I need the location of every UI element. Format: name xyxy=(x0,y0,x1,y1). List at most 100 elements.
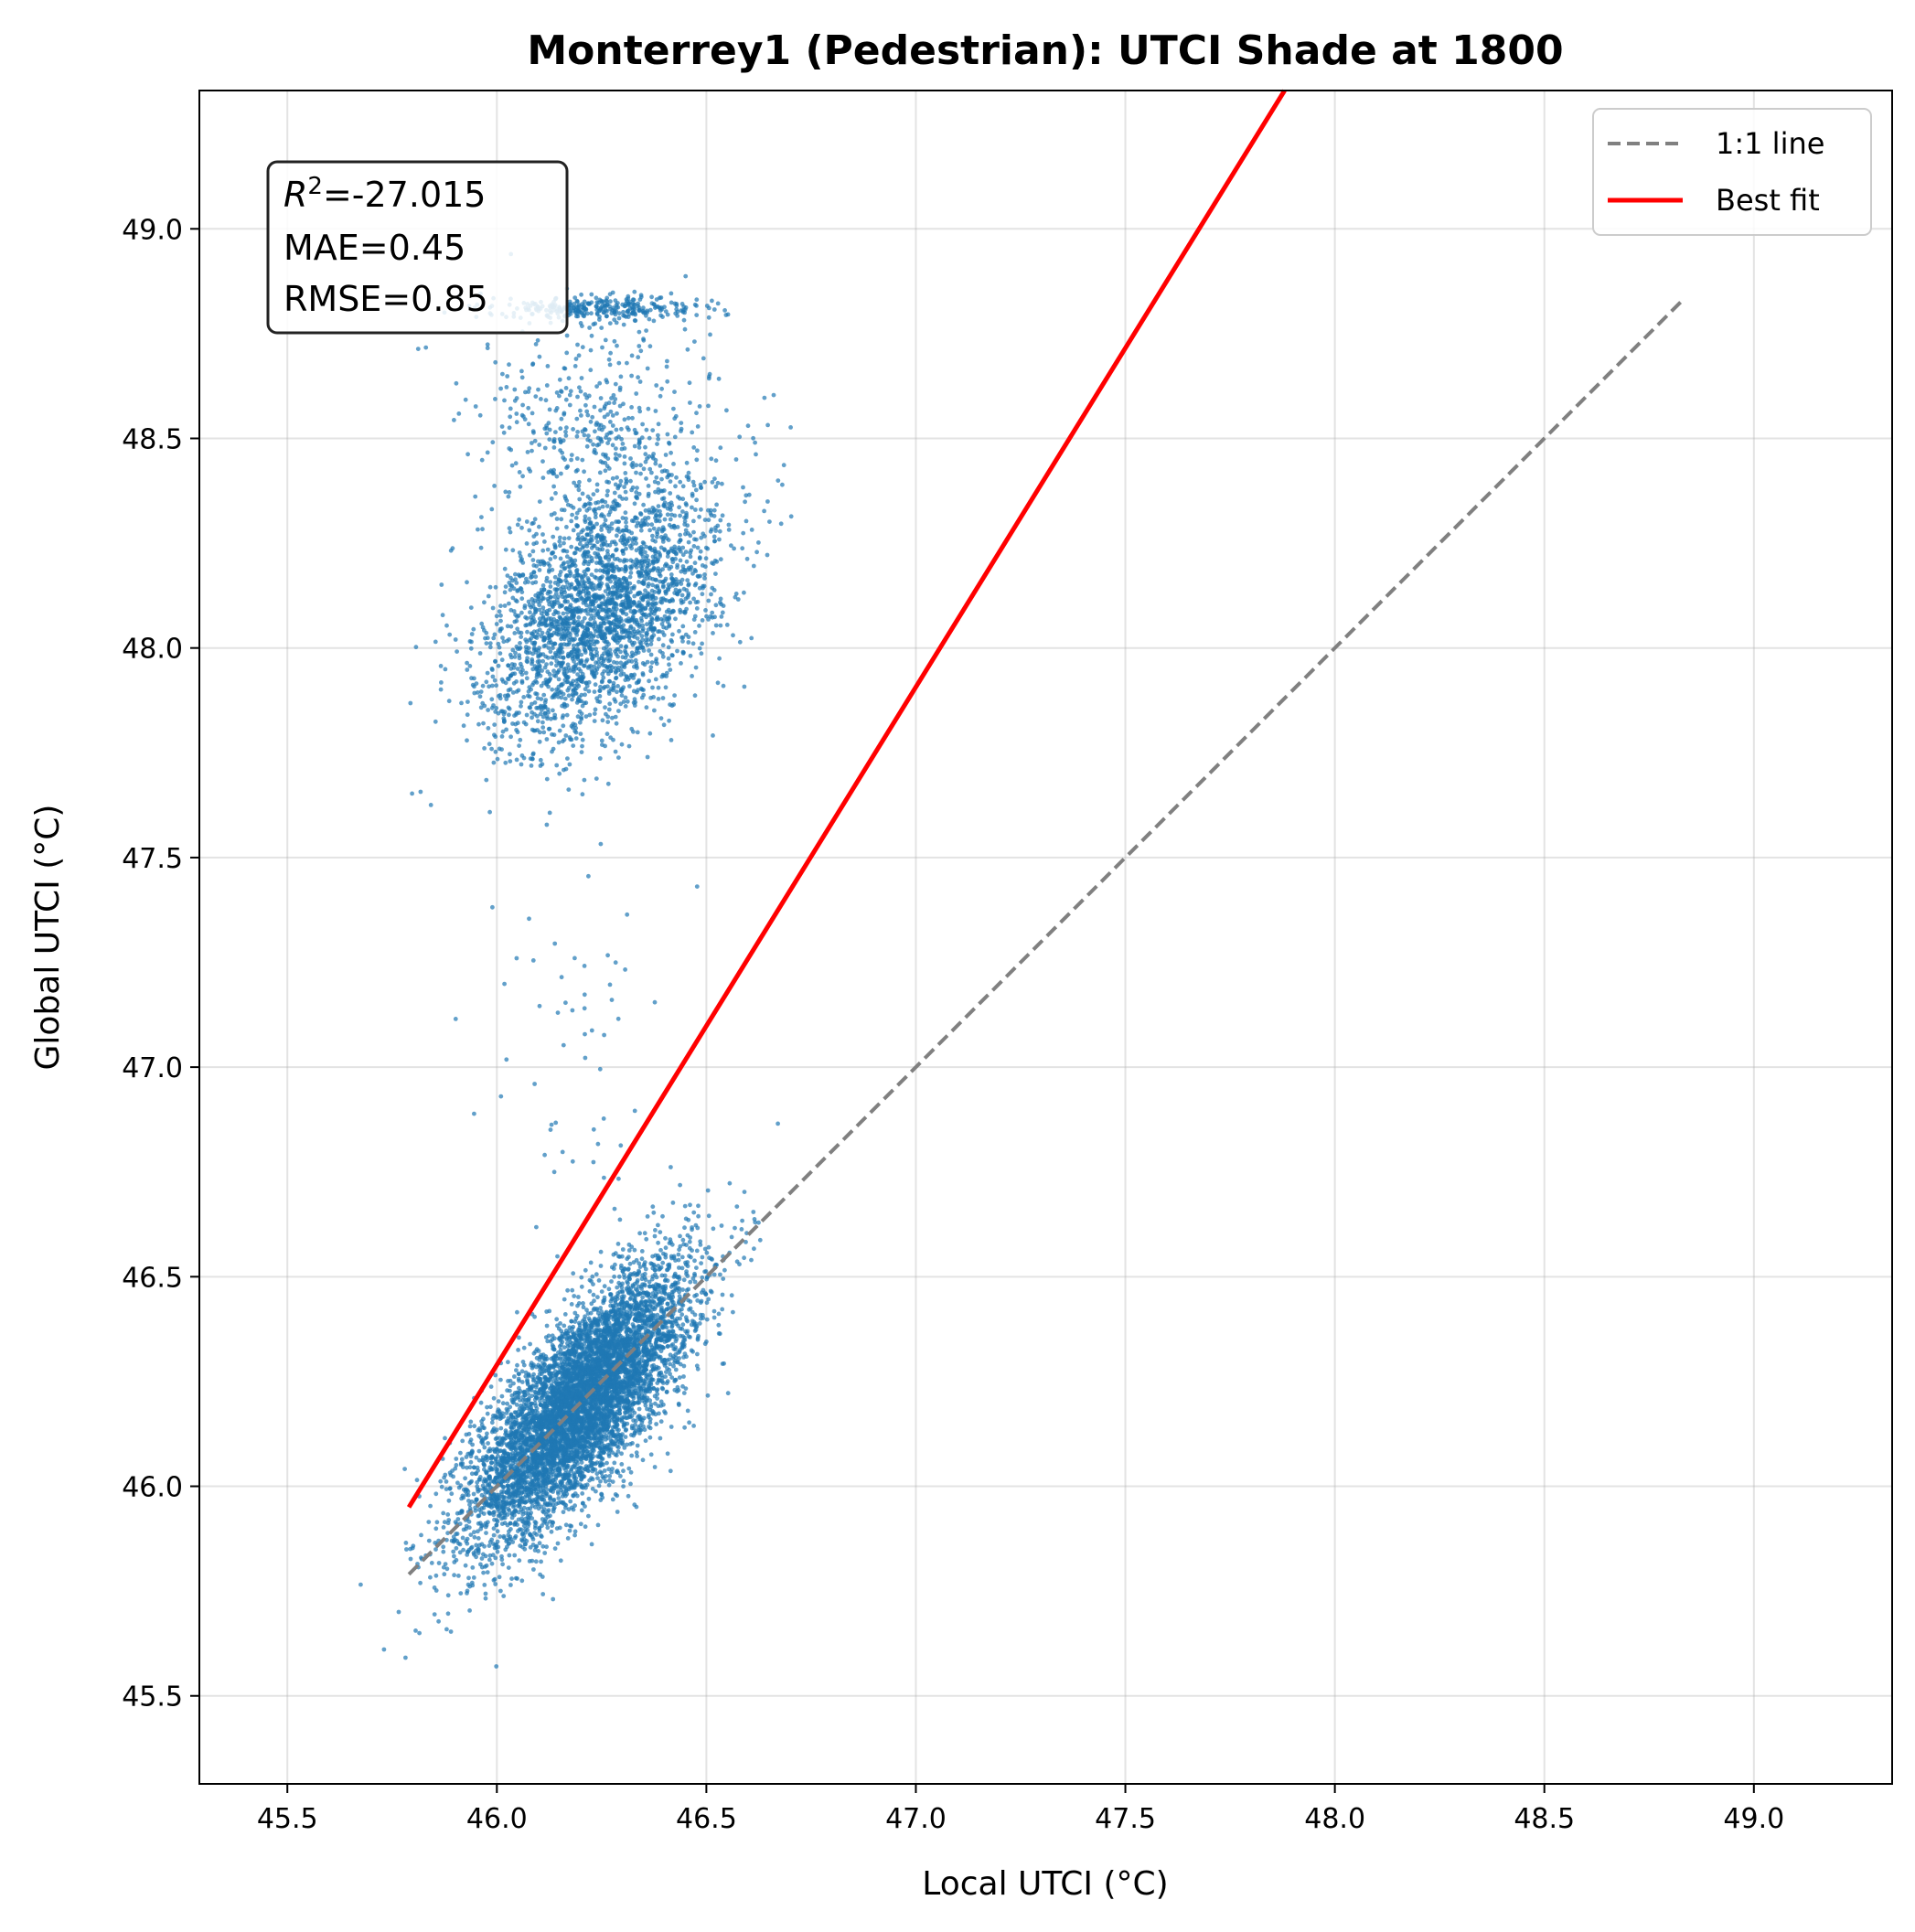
scatter-point xyxy=(648,1386,654,1392)
scatter-point xyxy=(482,1445,487,1450)
scatter-point xyxy=(654,1316,658,1321)
scatter-point xyxy=(436,1618,441,1624)
scatter-point xyxy=(544,1323,550,1329)
scatter-point xyxy=(681,1391,687,1395)
scatter-point xyxy=(538,1402,543,1407)
scatter-point xyxy=(548,1469,553,1475)
scatter-point xyxy=(682,1225,687,1231)
scatter-point xyxy=(701,1312,705,1318)
scatter-point xyxy=(681,1277,687,1283)
scatter-point xyxy=(565,1536,571,1541)
scatter-point xyxy=(507,1553,512,1558)
scatter-point xyxy=(467,1465,473,1470)
scatter-point xyxy=(500,1401,506,1406)
scatter-point xyxy=(439,1484,444,1489)
scatter-point xyxy=(567,1528,572,1533)
scatter-point xyxy=(445,1611,451,1617)
scatter-point xyxy=(488,1404,493,1410)
scatter-point xyxy=(704,1317,710,1322)
scatter-point xyxy=(483,1596,488,1601)
scatter-point xyxy=(731,1309,735,1315)
scatter-point xyxy=(513,1446,519,1452)
scatter-point xyxy=(487,1468,492,1473)
scatter-point xyxy=(481,1416,486,1422)
scatter-point xyxy=(471,1575,476,1580)
scatter-point xyxy=(519,1380,525,1384)
scatter-point xyxy=(444,1627,449,1632)
scatter-point xyxy=(656,1240,660,1245)
scatter-point xyxy=(530,1384,535,1390)
scatter-point xyxy=(531,1567,536,1572)
scatter-point xyxy=(433,1526,439,1532)
scatter-point xyxy=(468,1459,474,1465)
scatter-point xyxy=(589,1542,594,1547)
scatter-point xyxy=(491,1532,497,1538)
scatter-point xyxy=(658,1265,664,1270)
scatter-point xyxy=(417,1630,422,1636)
scatter-point xyxy=(508,1378,513,1383)
scatter-point xyxy=(470,1565,476,1570)
scatter-point xyxy=(705,1393,711,1398)
scatter-point xyxy=(497,1574,502,1580)
scatter-point xyxy=(517,1391,521,1396)
scatter-point xyxy=(501,1594,507,1598)
scatter-point xyxy=(505,1537,509,1542)
scatter-point xyxy=(632,1430,637,1435)
scatter-point xyxy=(637,1268,641,1274)
scatter-point xyxy=(492,1510,497,1515)
scatter-point xyxy=(540,1361,545,1365)
scatter-point xyxy=(521,1345,527,1350)
scatter-point xyxy=(643,1327,648,1332)
scatter-point xyxy=(516,1529,520,1533)
scatter-point xyxy=(572,1480,577,1485)
scatter-point xyxy=(596,1278,602,1283)
scatter-point xyxy=(716,1322,722,1328)
scatter-point xyxy=(459,1457,465,1462)
scatter-point xyxy=(694,1292,700,1297)
scatter-point xyxy=(650,1204,656,1210)
scatter-point xyxy=(428,1503,433,1509)
scatter-point xyxy=(515,1395,520,1400)
scatter-point xyxy=(556,1496,562,1500)
scatter-point xyxy=(688,1235,692,1240)
scatter-point xyxy=(647,1425,651,1429)
scatter-point xyxy=(626,1242,632,1247)
scatter-point xyxy=(598,1249,604,1254)
scatter-point xyxy=(608,1292,614,1297)
scatter-point xyxy=(533,1559,539,1564)
scatter-point xyxy=(653,1341,658,1347)
scatter-point xyxy=(512,1553,518,1558)
scatter-point xyxy=(500,1562,505,1567)
scatter-point xyxy=(628,1481,633,1487)
scatter-point xyxy=(686,1217,691,1222)
scatter-point xyxy=(586,1496,592,1501)
scatter-point xyxy=(465,1536,470,1542)
scatter-point xyxy=(689,1348,694,1353)
scatter-point xyxy=(658,1436,663,1441)
scatter-point xyxy=(660,1213,665,1219)
scatter-point xyxy=(696,1203,701,1209)
scatter-point xyxy=(545,1525,551,1531)
scatter-point xyxy=(555,1473,561,1478)
scatter-point xyxy=(591,1292,596,1297)
scatter-point xyxy=(551,1596,556,1602)
scatter-point xyxy=(592,1298,596,1304)
scatter-point xyxy=(672,1360,677,1365)
scatter-point xyxy=(479,1556,485,1561)
scatter-point xyxy=(476,1434,482,1438)
scatter-point xyxy=(460,1493,465,1499)
scatter-point xyxy=(650,1408,655,1414)
scatter-point xyxy=(477,1428,483,1433)
scatter-point xyxy=(626,1248,632,1253)
scatter-point xyxy=(710,1257,714,1262)
scatter-point xyxy=(590,1447,595,1453)
scatter-point xyxy=(587,1330,592,1336)
scatter-point xyxy=(718,1272,722,1277)
scatter-point xyxy=(547,1308,552,1314)
scatter-point xyxy=(596,1483,602,1489)
scatter-point xyxy=(629,1433,634,1437)
scatter-point xyxy=(615,1291,621,1296)
scatter-point xyxy=(506,1565,511,1570)
scatter-point xyxy=(556,1500,562,1506)
scatter-point xyxy=(591,1461,596,1467)
